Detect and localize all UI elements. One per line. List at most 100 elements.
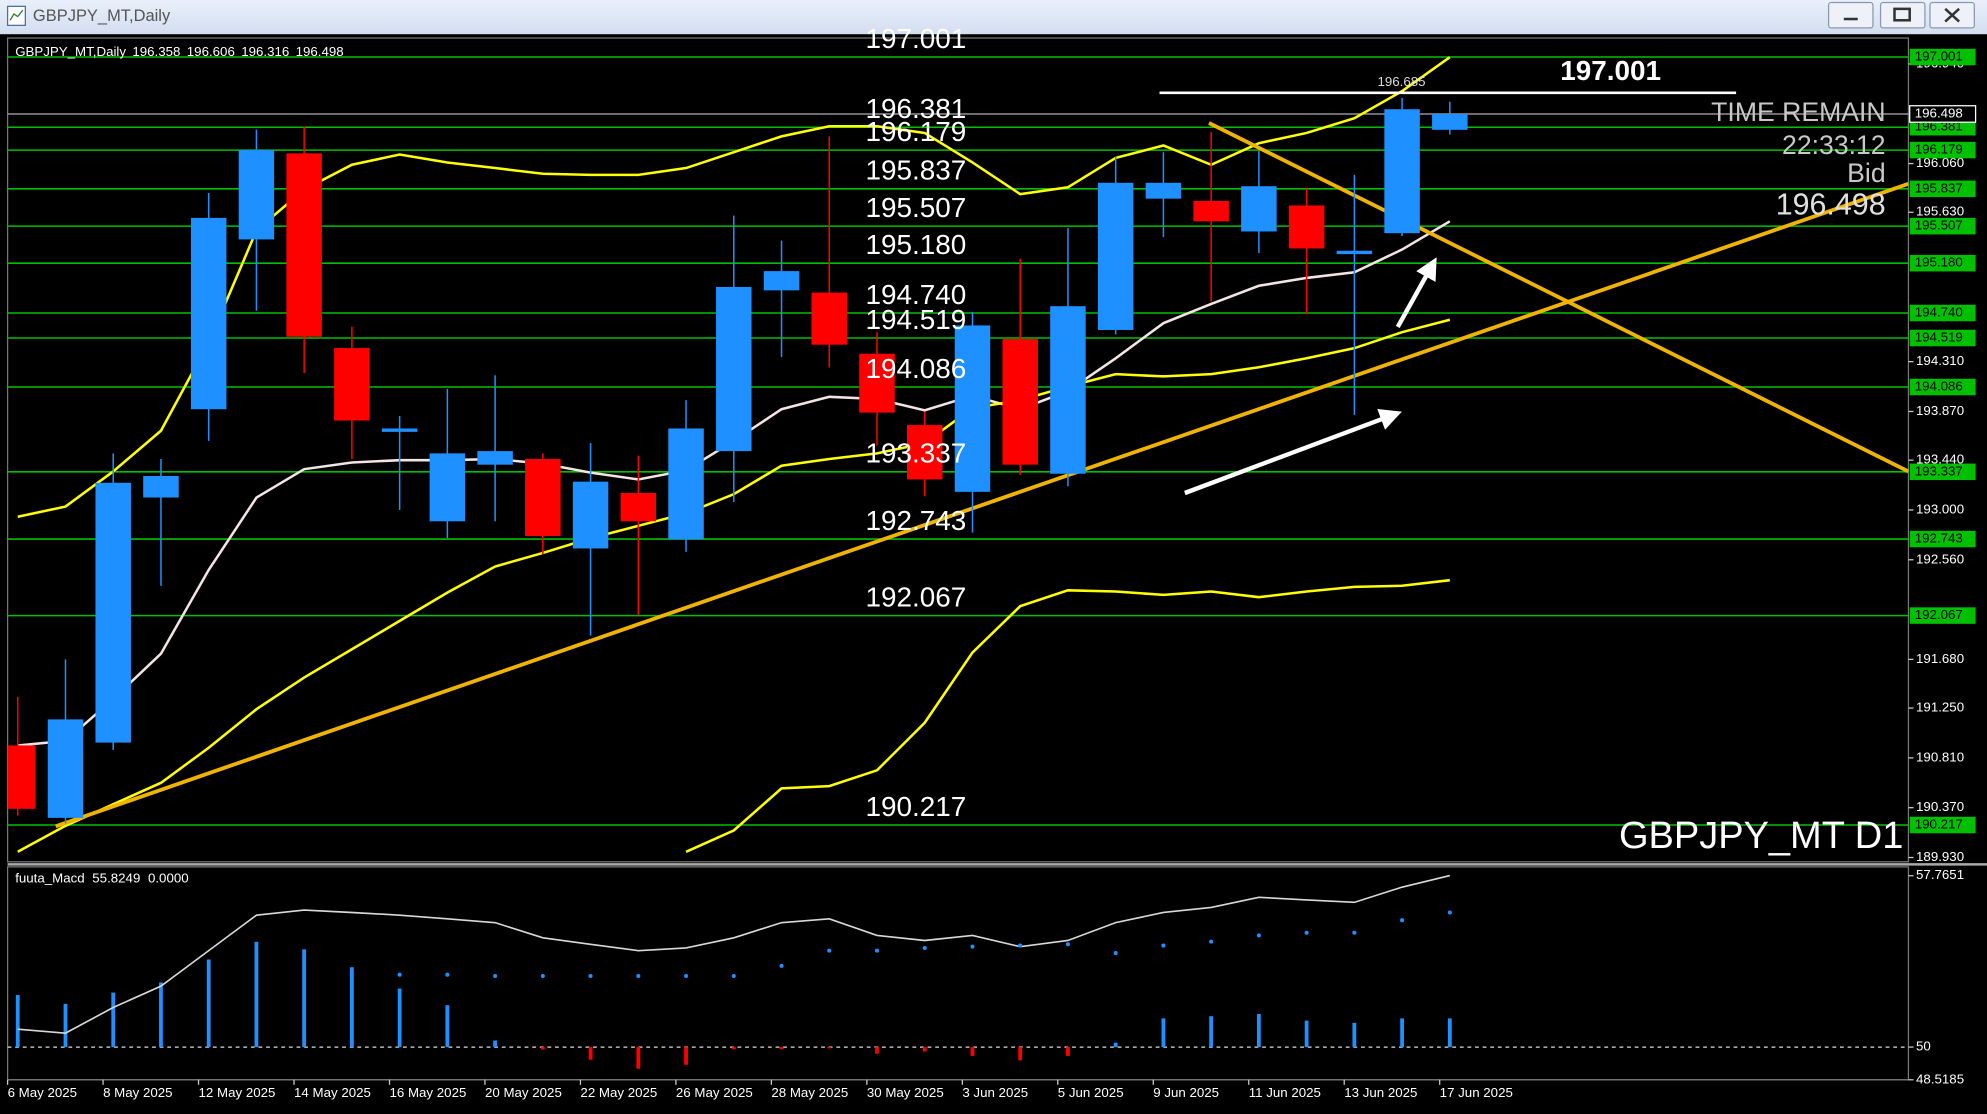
- level-axis-box: [1909, 48, 1976, 66]
- macd-histogram-bar: [349, 967, 354, 1048]
- x-tick-label: 22 May 2025: [580, 1085, 657, 1100]
- candle-body: [429, 453, 466, 522]
- time-remain-label: TIME REMAIN: [1711, 97, 1885, 127]
- candles: [7, 97, 1468, 824]
- macd-histogram-bar: [493, 1040, 498, 1048]
- level-axis-box: [1909, 463, 1976, 481]
- x-tick-label: 16 May 2025: [389, 1085, 466, 1100]
- macd-signal-dot: [1113, 951, 1118, 956]
- macd-signal-dot: [445, 972, 450, 977]
- arrow: [1184, 409, 1402, 496]
- ohlc-open: 196.358: [132, 43, 180, 58]
- macd-header-value: 55.8249: [92, 870, 140, 885]
- level-axis-label: 195.180: [1915, 255, 1963, 270]
- macd-y-tick-label: 48.5185: [1916, 1071, 1964, 1086]
- candle-body: [1193, 200, 1229, 222]
- level-axis-label: 195.837: [1915, 180, 1963, 195]
- macd-histogram-bar: [1304, 1020, 1309, 1048]
- macd-signal-dot: [588, 974, 593, 979]
- chart-header: GBPJPY_MT,Daily 196.358 196.606 196.316 196.…: [15, 43, 343, 58]
- macd-signal-dot: [636, 974, 641, 979]
- drawings: [55, 121, 1909, 829]
- x-tick-label: 12 May 2025: [199, 1085, 276, 1100]
- level-axis-box: [1909, 329, 1976, 347]
- y-tick-label: 196.060: [1916, 155, 1964, 170]
- level-axis-label: 192.743: [1915, 531, 1963, 546]
- bid-label: Bid: [1847, 158, 1885, 188]
- candle-body: [1432, 113, 1468, 130]
- macd-histogram-bar: [970, 1047, 975, 1056]
- x-tick-label: 17 Jun 2025: [1440, 1085, 1513, 1100]
- level-label: 195.507: [866, 192, 967, 223]
- x-tick-label: 6 May 2025: [8, 1085, 77, 1100]
- symbol: GBPJPY_MT,Daily: [15, 43, 126, 58]
- candle-body: [7, 745, 36, 809]
- candle-body: [1145, 182, 1182, 199]
- level-axis-label: 194.519: [1915, 330, 1963, 345]
- macd-histogram-bar: [731, 1047, 736, 1050]
- macd-y-tick-label: 50: [1916, 1039, 1931, 1054]
- macd-title: fuuta_Macd: [15, 870, 84, 885]
- close-button[interactable]: [1929, 1, 1975, 29]
- level-axis-box: [1909, 141, 1976, 159]
- level-axis-label: 194.086: [1915, 379, 1963, 394]
- candle-body: [1336, 250, 1373, 255]
- candle-body: [47, 719, 84, 818]
- candle-body: [143, 476, 179, 498]
- candle-body: [286, 153, 322, 337]
- y-tick-label: 191.250: [1916, 700, 1964, 715]
- level-label: 195.180: [866, 229, 967, 260]
- macd-signal-dot: [397, 972, 402, 977]
- level-axis-label: 194.740: [1915, 305, 1963, 320]
- level-label: 193.337: [866, 438, 967, 469]
- macd-histogram-bar: [827, 1047, 832, 1049]
- window-icon-graph: [9, 9, 24, 21]
- arrow: [1395, 257, 1437, 329]
- candle-body: [477, 451, 513, 465]
- indicator-line: [685, 578, 1450, 853]
- level-label: 197.001: [866, 23, 967, 54]
- macd-signal-dot: [827, 948, 832, 953]
- macd-histogram-bar: [63, 1003, 68, 1048]
- macd-histogram-bar: [1400, 1018, 1404, 1048]
- level-axis-label: 197.001: [1915, 49, 1963, 64]
- macd: [7, 874, 1909, 1069]
- macd-histogram-bar: [15, 995, 20, 1048]
- macd-signal-dot: [970, 944, 975, 949]
- title-bar: GBPJPY_MT,Daily: [0, 0, 1987, 35]
- candle-body: [859, 353, 895, 413]
- level-axis-label: 193.337: [1915, 463, 1963, 478]
- ohlc-high: 196.606: [187, 43, 235, 58]
- candle-body: [1384, 109, 1420, 234]
- y-tick-label: 194.310: [1916, 353, 1964, 368]
- macd-histogram-bar: [111, 992, 116, 1048]
- level-axis-label: 195.507: [1915, 218, 1963, 233]
- candle-body: [525, 459, 561, 536]
- level-axis-box: [1909, 607, 1976, 624]
- level-axis-box: [1909, 217, 1976, 235]
- macd-signal-dot: [1161, 943, 1166, 948]
- downtrend-line: [1208, 121, 1909, 474]
- x-tick-label: 28 May 2025: [771, 1085, 848, 1100]
- y-tick-label: 190.810: [1916, 749, 1964, 764]
- macd-histogram-bar: [445, 1005, 450, 1048]
- candle-body: [381, 428, 418, 432]
- x-tick-label: 5 Jun 2025: [1058, 1085, 1124, 1100]
- minimize-button[interactable]: [1827, 1, 1874, 29]
- maximize-button[interactable]: [1879, 1, 1926, 29]
- target-label: 197.001: [1560, 55, 1661, 86]
- macd-histogram-bar: [206, 959, 211, 1048]
- bid-axis-label: 196.498: [1915, 105, 1963, 120]
- level-label: 196.381: [866, 93, 967, 124]
- macd-histogram-bar: [302, 949, 307, 1048]
- candle-body: [572, 481, 609, 549]
- macd-signal-dot: [493, 974, 498, 979]
- candle-body: [716, 286, 752, 452]
- level-label: 196.179: [866, 116, 967, 147]
- y-tick-label: 193.000: [1916, 501, 1964, 516]
- y-tick-label: 191.680: [1916, 651, 1964, 666]
- candle-body: [906, 425, 943, 480]
- candle-body: [668, 428, 704, 540]
